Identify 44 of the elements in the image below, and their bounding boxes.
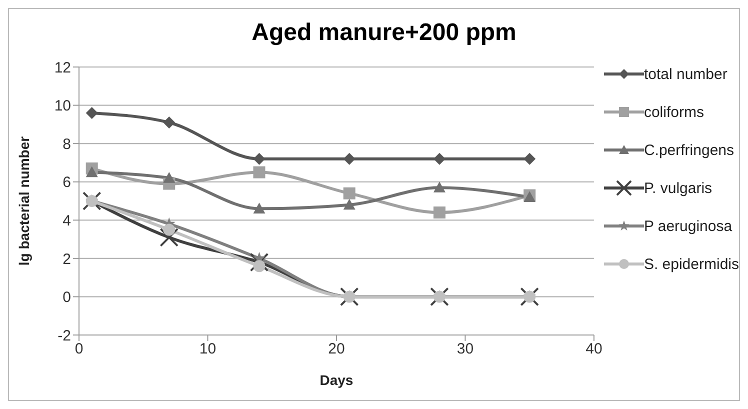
legend-label: P aeruginosa: [644, 218, 732, 234]
legend-label: coliforms: [644, 104, 704, 120]
point: [82, 192, 102, 210]
x-tick-label: 0: [74, 340, 84, 358]
legend-label: total number: [644, 66, 728, 82]
point: [340, 287, 359, 306]
point: [163, 116, 176, 129]
point: [433, 206, 446, 218]
point: [433, 152, 446, 165]
point: [250, 252, 269, 272]
x-tick-label: 10: [199, 340, 216, 358]
y-tick-label: 8: [62, 136, 71, 153]
chart-title: Aged manure+200 ppm: [250, 19, 518, 48]
y-tick-label: 0: [62, 289, 71, 306]
legend-label: S. epidermidis: [644, 256, 739, 272]
y-tick-label: 10: [54, 98, 71, 115]
point: [343, 187, 356, 200]
x-tick-label: 40: [586, 340, 602, 358]
legend-label: P. vulgaris: [644, 180, 712, 196]
point: [520, 287, 539, 306]
point: [430, 287, 449, 306]
point: [163, 172, 176, 183]
y-tick-label: 6: [62, 174, 71, 192]
y-axis-title: lg bacterial number: [16, 136, 32, 266]
y-tick-label: 2: [62, 250, 71, 268]
point: [86, 106, 98, 119]
y-tick-label: 12: [54, 59, 71, 76]
point: [160, 228, 179, 247]
legend-label: C.perfringens: [644, 142, 734, 158]
point: [253, 166, 266, 178]
point: [524, 152, 536, 165]
point: [253, 152, 266, 165]
point: [253, 260, 266, 272]
point: [86, 166, 98, 178]
point: [343, 198, 356, 210]
point: [163, 224, 176, 236]
x-tick-label: 30: [456, 340, 474, 358]
x-tick-label: 20: [328, 340, 345, 358]
y-tick-label: 4: [62, 212, 71, 230]
point: [343, 152, 356, 165]
y-tick-label: -2: [58, 327, 71, 344]
x-axis-title: Days: [320, 372, 354, 388]
point: [433, 182, 446, 192]
point: [253, 202, 266, 214]
